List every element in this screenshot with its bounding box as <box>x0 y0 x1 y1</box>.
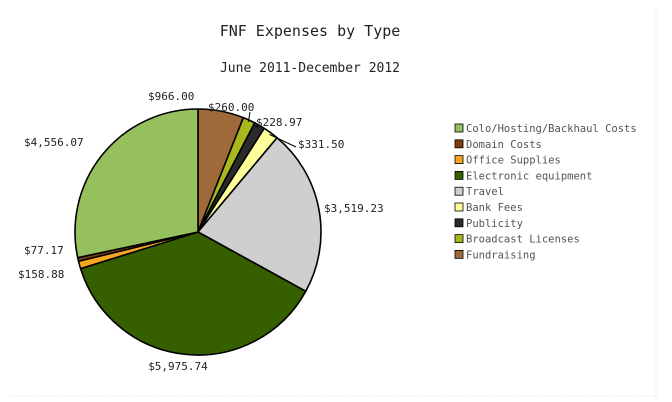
leader-line-bank-fees <box>269 134 297 148</box>
legend-label: Domain Costs <box>466 139 542 151</box>
pie-slice-colo-hosting-backhaul-costs <box>74 108 199 259</box>
legend-label: Broadcast Licenses <box>466 234 580 246</box>
slice-label-office-supplies: $158.88 <box>18 268 64 281</box>
pie-slice-travel <box>197 136 322 293</box>
pie-slice-electronic-equipment <box>79 231 307 356</box>
legend-swatch <box>454 123 464 133</box>
slice-label-domain-costs: $77.17 <box>24 244 64 257</box>
legend-swatch <box>454 202 464 212</box>
legend-item-broadcast-licenses: Broadcast Licenses <box>454 234 580 246</box>
chart-title: FNF Expenses by Type <box>220 22 401 40</box>
legend-item-bank-fees: Bank Fees <box>454 202 523 214</box>
slice-label-electronic-equipment: $5,975.74 <box>148 360 208 373</box>
legend-swatch <box>454 218 464 228</box>
legend-swatch <box>454 249 464 259</box>
slice-label-colo-hosting-backhaul-costs: $4,556.07 <box>24 136 84 149</box>
legend-label: Publicity <box>466 218 523 230</box>
slice-label-broadcast-licenses: $260.00 <box>208 101 254 114</box>
legend-label: Bank Fees <box>466 202 523 214</box>
legend-item-fundraising: Fundraising <box>454 249 536 261</box>
legend-item-travel: Travel <box>454 186 504 198</box>
legend-label: Travel <box>466 186 504 198</box>
slice-label-travel: $3,519.23 <box>324 202 384 215</box>
slice-label-publicity: $228.97 <box>256 116 302 129</box>
leader-line-publicity <box>254 125 259 128</box>
legend-swatch <box>454 139 464 149</box>
legend-label: Office Supplies <box>466 155 561 167</box>
pie-slices <box>74 108 322 356</box>
legend-item-domain-costs: Domain Costs <box>454 139 542 151</box>
legend-label: Electronic equipment <box>466 170 592 182</box>
legend-swatch <box>454 186 464 196</box>
legend-swatch <box>454 234 464 244</box>
slice-label-bank-fees: $331.50 <box>298 138 344 151</box>
slice-labels: $966.00 $260.00$228.97 $331.50 $3,519.23 $5,… <box>18 90 384 373</box>
legend-swatch <box>454 155 464 165</box>
chart-subtitle: June 2011-December 2012 <box>220 61 400 76</box>
legend: Colo/Hosting/Backhaul Costs Domain Costs O… <box>454 123 637 261</box>
legend-item-publicity: Publicity <box>454 218 523 230</box>
legend-swatch <box>454 170 464 180</box>
legend-item-colo-hosting-backhaul-costs: Colo/Hosting/Backhaul Costs <box>454 123 637 135</box>
legend-label: Fundraising <box>466 249 536 261</box>
leader-line-broadcast-licenses <box>247 111 251 122</box>
legend-item-office-supplies: Office Supplies <box>454 155 561 167</box>
legend-item-electronic-equipment: Electronic equipment <box>454 170 592 182</box>
slice-label-fundraising: $966.00 <box>148 90 194 103</box>
legend-label: Colo/Hosting/Backhaul Costs <box>466 123 637 135</box>
